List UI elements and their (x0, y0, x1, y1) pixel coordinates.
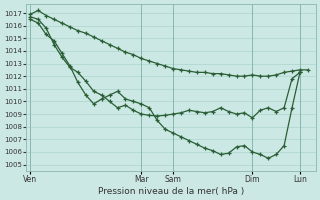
X-axis label: Pression niveau de la mer( hPa ): Pression niveau de la mer( hPa ) (98, 187, 244, 196)
